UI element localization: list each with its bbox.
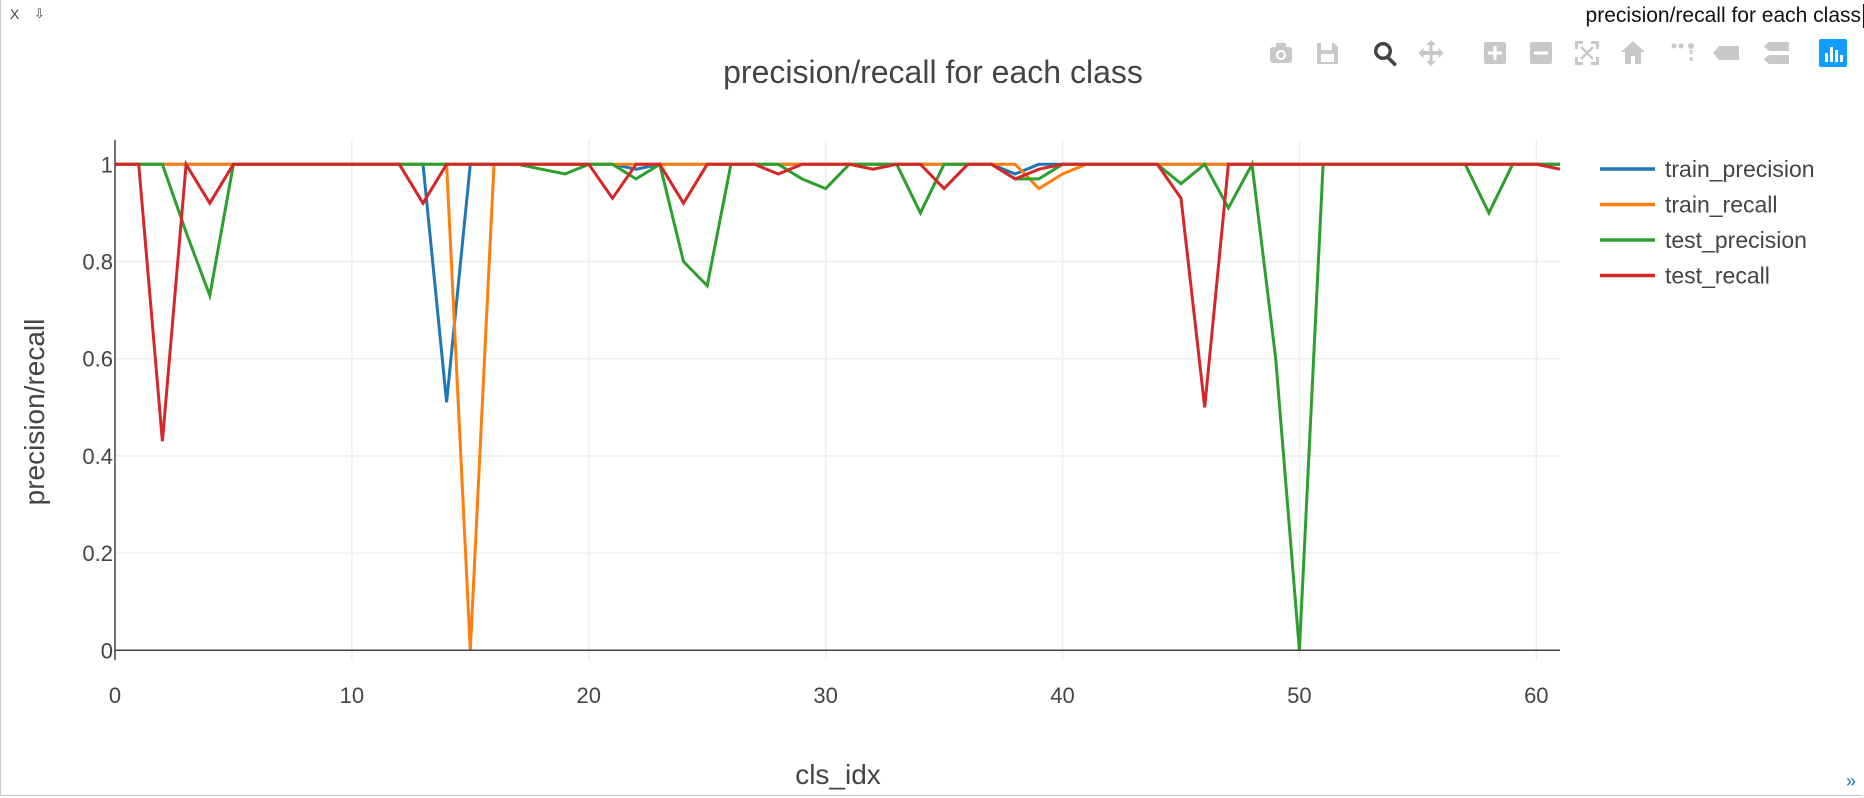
home-icon <box>1621 41 1645 64</box>
hover-closest-button[interactable] <box>1710 36 1744 70</box>
series-line-train-precision[interactable] <box>115 162 1560 403</box>
series-line-test-precision[interactable] <box>115 159 1560 651</box>
save-plot-button[interactable] <box>1310 36 1344 70</box>
spikelines-icon <box>1671 43 1694 61</box>
close-window-button[interactable]: X <box>10 6 20 22</box>
x-tick-label: 20 <box>577 683 601 708</box>
floppy-icon <box>1317 43 1338 64</box>
legend-item[interactable]: train_recall <box>1600 192 1778 218</box>
chart-title: precision/recall for each class <box>723 54 1143 90</box>
zoom-button[interactable] <box>1368 36 1402 70</box>
x-tick-label: 10 <box>340 683 364 708</box>
download-plot-png-button[interactable] <box>1264 36 1298 70</box>
window-title[interactable]: precision/recall for each class <box>1577 4 1864 28</box>
zoom-in-button[interactable] <box>1478 36 1512 70</box>
camera-icon <box>1270 43 1292 63</box>
legend-label: train_recall <box>1665 192 1778 218</box>
plus-box-icon <box>1484 42 1506 64</box>
toggle-spikelines-button[interactable] <box>1666 36 1700 70</box>
y-tick-label: 0.4 <box>82 444 113 469</box>
pan-button[interactable] <box>1414 36 1448 70</box>
double-tag-icon <box>1764 42 1789 64</box>
zoom-icon <box>1374 42 1397 67</box>
minus-box-icon <box>1530 42 1552 64</box>
zoom-out-button[interactable] <box>1524 36 1558 70</box>
legend: train_precision train_recall test_precisio… <box>1600 156 1815 289</box>
reset-axes-button[interactable] <box>1616 36 1650 70</box>
legend-item[interactable]: train_precision <box>1600 156 1815 182</box>
x-axis-title: cls_idx <box>795 759 881 790</box>
pin-window-button[interactable]: ⇩ <box>34 6 45 21</box>
hover-compare-button[interactable] <box>1760 36 1794 70</box>
x-tick-label: 0 <box>109 683 121 708</box>
y-axis-title: precision/recall <box>19 319 50 506</box>
autoscale-button[interactable] <box>1570 36 1604 70</box>
tag-icon <box>1713 46 1739 60</box>
bar-chart-logo-icon <box>1819 39 1847 67</box>
legend-item[interactable]: test_recall <box>1600 263 1770 289</box>
series-line-test-recall[interactable] <box>115 159 1560 442</box>
resize-handle[interactable]: » <box>1845 771 1856 791</box>
legend-label: test_recall <box>1665 263 1770 289</box>
autoscale-icon <box>1575 41 1599 65</box>
series-line-train-recall[interactable] <box>115 162 1560 651</box>
x-tick-label: 30 <box>813 683 837 708</box>
y-tick-label: 0 <box>101 638 113 663</box>
series-lines <box>115 159 1560 651</box>
y-tick-label: 1 <box>101 152 113 177</box>
y-tick-label: 0.6 <box>82 347 113 372</box>
x-tick-label: 60 <box>1524 683 1548 708</box>
axes: 0 10 20 30 40 50 60 0 0.2 0.4 0.6 0.8 1 <box>82 140 1560 708</box>
x-tick-label: 50 <box>1287 683 1311 708</box>
legend-label: test_precision <box>1665 227 1807 253</box>
grid-lines <box>115 140 1560 660</box>
legend-item[interactable]: test_precision <box>1600 227 1807 253</box>
plotly-logo-button[interactable] <box>1816 36 1850 70</box>
move-icon <box>1418 40 1444 66</box>
legend-label: train_precision <box>1665 156 1815 182</box>
y-tick-label: 0.2 <box>82 541 113 566</box>
x-tick-label: 40 <box>1050 683 1074 708</box>
y-tick-label: 0.8 <box>82 249 113 274</box>
